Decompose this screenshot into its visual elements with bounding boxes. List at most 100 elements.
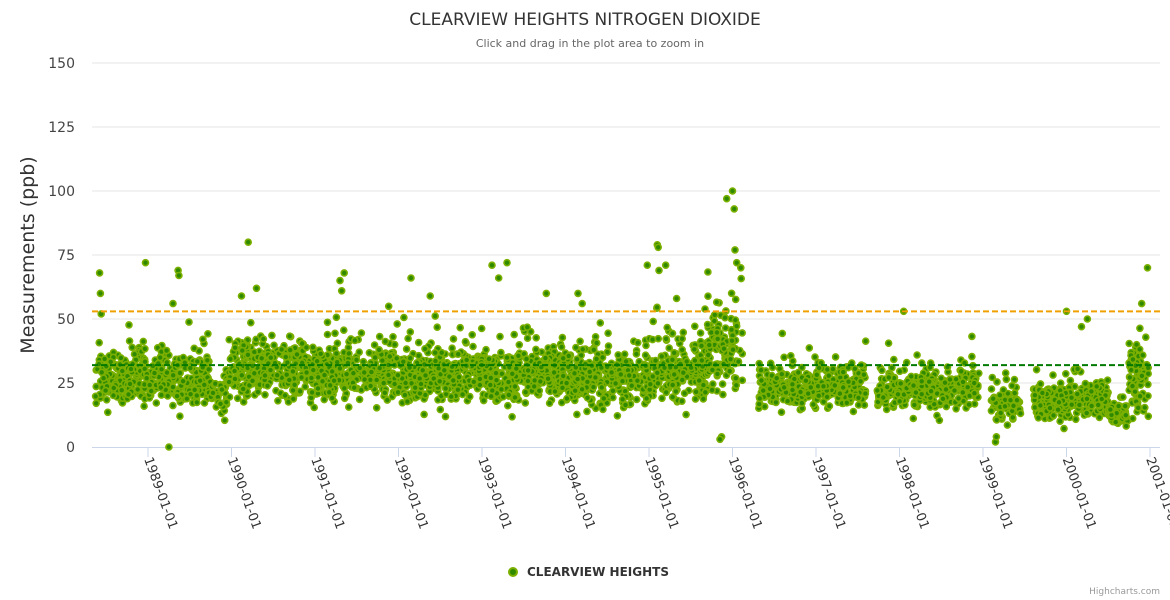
data-point <box>514 351 523 360</box>
data-point <box>218 385 226 394</box>
data-point <box>261 371 269 380</box>
data-point <box>811 353 819 361</box>
data-point <box>731 246 739 254</box>
data-point <box>665 344 674 352</box>
data-point <box>199 335 207 344</box>
data-point <box>583 407 591 416</box>
data-point <box>421 371 430 380</box>
y-tick-label: 0 <box>66 440 75 456</box>
data-point <box>592 339 601 347</box>
y-tick-label: 150 <box>48 56 75 72</box>
x-tick-label: 1989-01-01 <box>140 455 180 531</box>
data-point <box>987 385 996 393</box>
data-point <box>193 398 201 407</box>
data-point <box>704 292 712 301</box>
data-point <box>814 391 823 400</box>
data-point <box>492 369 500 377</box>
data-point <box>486 381 495 389</box>
data-point <box>401 391 409 399</box>
data-point <box>668 355 677 364</box>
data-point <box>738 376 747 385</box>
data-point <box>812 370 821 379</box>
data-point <box>92 382 100 391</box>
data-point <box>927 387 935 396</box>
data-point <box>731 295 740 304</box>
data-point <box>204 365 213 374</box>
data-point <box>954 394 963 403</box>
data-point <box>571 386 580 395</box>
data-point <box>157 365 166 374</box>
data-point <box>504 378 513 386</box>
data-point <box>1075 401 1084 409</box>
data-point <box>697 356 706 365</box>
data-point <box>225 335 233 344</box>
data-point <box>510 330 519 339</box>
data-point <box>390 340 399 349</box>
data-point <box>713 328 721 337</box>
data-point <box>573 375 582 383</box>
data-point <box>712 298 721 307</box>
data-point <box>627 381 636 390</box>
data-point <box>861 389 870 398</box>
data-point <box>957 367 966 376</box>
data-point <box>1031 391 1039 400</box>
data-point <box>651 356 660 365</box>
data-point <box>273 371 282 380</box>
data-point <box>476 381 484 389</box>
data-point <box>145 381 154 389</box>
data-point <box>176 369 184 377</box>
data-point <box>968 332 976 341</box>
data-point <box>179 377 187 386</box>
data-point <box>1032 365 1041 374</box>
data-point <box>403 397 412 406</box>
data-point <box>618 395 627 404</box>
data-point <box>389 332 397 341</box>
data-point <box>357 329 366 337</box>
data-point <box>270 341 278 350</box>
data-point <box>1128 414 1137 423</box>
data-point <box>274 396 282 405</box>
legend-item[interactable]: CLEARVIEW HEIGHTS <box>508 565 669 579</box>
x-tick-label: 2001-01-01 <box>1142 455 1170 531</box>
data-point <box>658 394 666 403</box>
data-point <box>254 388 262 396</box>
data-point <box>935 416 944 425</box>
credits-link[interactable]: Highcharts.com <box>1089 587 1160 597</box>
data-point <box>654 243 663 252</box>
data-point <box>662 388 671 397</box>
data-point <box>330 376 338 385</box>
data-point <box>895 367 904 376</box>
data-point <box>551 387 559 396</box>
data-point <box>574 289 582 298</box>
data-point <box>238 346 247 355</box>
data-point <box>697 341 706 350</box>
data-point <box>942 402 951 411</box>
x-tick-label: 2000-01-01 <box>1059 455 1099 531</box>
data-point <box>360 375 369 384</box>
data-point <box>946 375 954 384</box>
data-point <box>676 360 685 368</box>
data-point <box>101 386 110 395</box>
data-point <box>1036 401 1045 410</box>
data-point <box>532 333 541 342</box>
data-point <box>878 366 886 375</box>
data-point <box>1001 402 1009 411</box>
data-point <box>536 377 545 386</box>
data-point <box>316 349 325 358</box>
data-point <box>731 374 740 383</box>
data-point <box>642 341 650 350</box>
scatter-points[interactable] <box>91 187 1153 451</box>
data-point <box>261 390 269 399</box>
data-point <box>225 378 233 386</box>
x-tick-label: 1990-01-01 <box>224 455 264 531</box>
data-point <box>959 378 967 386</box>
data-point <box>400 313 408 322</box>
data-point <box>563 394 571 403</box>
data-point <box>462 356 471 364</box>
data-point <box>380 388 389 397</box>
data-point <box>126 380 134 388</box>
data-point <box>894 390 902 399</box>
data-point <box>521 399 530 407</box>
data-point <box>573 355 581 364</box>
